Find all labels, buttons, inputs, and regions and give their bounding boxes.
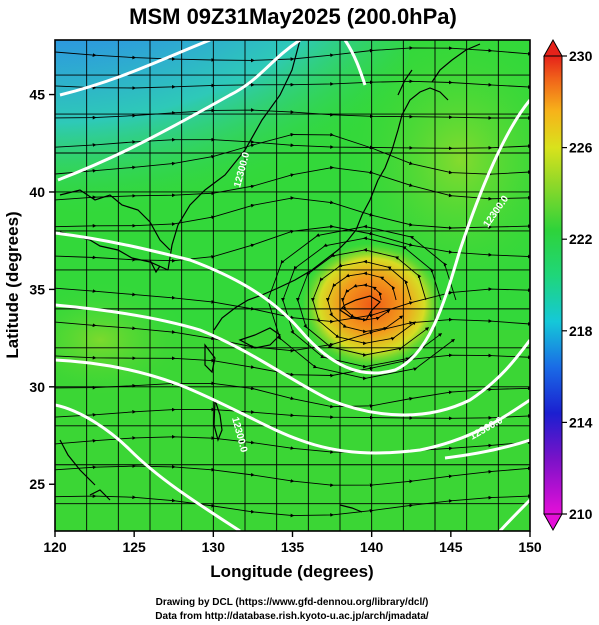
- x-axis: 120 125 130 135 140 145 150: [43, 531, 542, 555]
- contour-line: [444, 438, 530, 460]
- credit-drawing: Drawing by DCL (https://www.gfd-dennou.o…: [156, 597, 429, 608]
- streamline: [55, 381, 530, 409]
- x-axis-label: Longitude (degrees): [210, 562, 373, 581]
- y-tick-label: 45: [29, 87, 45, 103]
- contour-line: [55, 358, 530, 455]
- contour-line: [498, 498, 530, 531]
- colorbar-max-arrow: [543, 38, 563, 57]
- colorbar: 210 214 218 222 226 230: [543, 38, 593, 532]
- wind-streamlines: [55, 46, 530, 518]
- colorbar-tick-label: 214: [569, 414, 593, 430]
- streamline: [55, 434, 530, 455]
- colorbar-tick-label: 210: [569, 506, 593, 522]
- plot-area: 12300.0 12300.0 12300.0 12300.0: [55, 40, 530, 531]
- streamline: [55, 464, 530, 488]
- contour-line: [55, 99, 530, 375]
- contour-line: [57, 40, 301, 182]
- contour-line: [55, 303, 530, 417]
- x-tick-label: 135: [281, 539, 305, 555]
- colorbar-tick-label: 230: [569, 48, 593, 64]
- y-axis-label: Latitude (degrees): [3, 211, 22, 358]
- x-tick-label: 145: [439, 539, 463, 555]
- colorbar-tick-label: 226: [569, 140, 593, 156]
- streamline: [266, 224, 457, 381]
- x-tick-label: 140: [360, 539, 384, 555]
- y-tick-label: 35: [29, 281, 45, 297]
- map-title: MSM 09Z31May2025 (200.0hPa): [129, 4, 457, 29]
- colorbar-tick-label: 218: [569, 323, 593, 339]
- streamline: [55, 407, 530, 421]
- streamline: [55, 165, 530, 201]
- y-axis: 25 30 35 40 45: [29, 87, 55, 492]
- streamline: [55, 79, 530, 90]
- y-tick-label: 30: [29, 379, 45, 395]
- y-tick-label: 40: [29, 184, 45, 200]
- x-tick-label: 130: [202, 539, 226, 555]
- streamline: [55, 108, 530, 120]
- credit-data: Data from http://database.rish.kyoto-u.a…: [155, 611, 429, 622]
- contour-line: [343, 40, 367, 86]
- y-tick-label: 25: [29, 476, 45, 492]
- streamline: [55, 46, 530, 63]
- contour-line: [55, 403, 241, 531]
- height-contours: [55, 40, 530, 531]
- streamline: [55, 494, 530, 518]
- colorbar-scale: [543, 55, 563, 515]
- contour-line: [59, 40, 211, 97]
- colorbar-min-arrow: [543, 513, 563, 532]
- x-tick-label: 120: [43, 539, 67, 555]
- x-tick-label: 150: [518, 539, 542, 555]
- x-tick-label: 125: [122, 539, 146, 555]
- colorbar-tick-label: 222: [569, 231, 593, 247]
